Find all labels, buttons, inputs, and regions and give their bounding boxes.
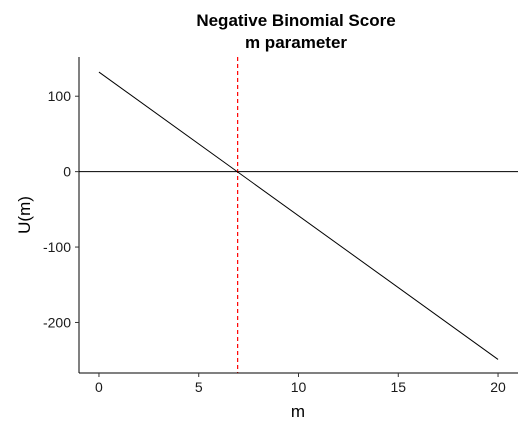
x-tick-label: 10 (291, 379, 307, 395)
x-axis-ticks: 0 5 10 15 20 (95, 373, 506, 395)
x-tick-label: 5 (195, 379, 203, 395)
x-tick-label: 20 (490, 379, 506, 395)
y-tick-label: 100 (48, 88, 72, 104)
y-tick-label: -200 (43, 314, 71, 330)
y-axis-ticks: 100 0 -100 -200 (43, 88, 79, 330)
y-axis-title: U(m) (15, 196, 34, 234)
x-tick-label: 15 (390, 379, 406, 395)
chart-title: Negative Binomial Score (196, 11, 395, 30)
plot-area (79, 57, 518, 373)
x-axis-title: m (291, 402, 305, 421)
score-series-line (98, 71, 499, 360)
y-tick-label: -100 (43, 239, 71, 255)
chart-subtitle: m parameter (245, 33, 347, 52)
x-tick-label: 0 (95, 379, 103, 395)
y-tick-label: 0 (63, 164, 71, 180)
